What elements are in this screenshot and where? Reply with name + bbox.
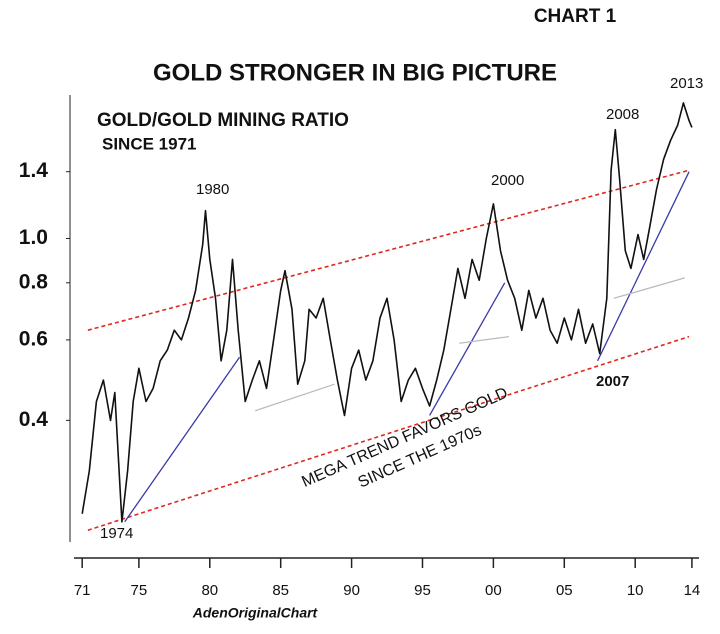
trend-line: [459, 335, 510, 344]
trend-line: [597, 171, 690, 362]
chart-header: CHART 1: [534, 6, 617, 27]
x-tick-label: 10: [627, 582, 644, 599]
chart-title: GOLD STRONGER IN BIG PICTURE: [153, 59, 557, 86]
trend-line: [613, 277, 685, 299]
chart-subtitle: GOLD/GOLD MINING RATIO: [97, 110, 349, 131]
x-tick-label: 14: [684, 582, 701, 599]
x-tick-label: 95: [414, 582, 431, 599]
x-tick-label: 00: [485, 582, 502, 599]
x-tick-label: 05: [556, 582, 573, 599]
trend-line: [254, 383, 335, 412]
annotation: 2000: [491, 172, 524, 189]
annotation: 2013: [670, 75, 703, 92]
x-tick-label: 85: [272, 582, 289, 599]
y-tick-label: 0.6: [19, 327, 48, 350]
chart-footer: AdenOriginalChart: [192, 605, 319, 621]
annotation: 1974: [100, 525, 133, 542]
x-tick-label: 71: [74, 582, 91, 599]
x-tick-label: 75: [131, 582, 148, 599]
annotation: 2008: [606, 106, 639, 123]
annotation: 2007: [596, 373, 629, 390]
y-tick-label: 0.4: [19, 408, 49, 431]
trend-line: [87, 335, 690, 532]
data-line: [81, 102, 693, 523]
trend-line: [429, 282, 506, 416]
trend-line: [87, 169, 690, 331]
x-tick-label: 90: [343, 582, 360, 599]
y-tick-label: 1.0: [19, 226, 48, 249]
y-tick-label: 0.8: [19, 270, 49, 293]
annotation: 1980: [196, 181, 229, 198]
trend-line: [124, 356, 241, 523]
x-tick-label: 80: [201, 582, 218, 599]
y-tick-label: 1.4: [19, 159, 49, 182]
chart-subtitle: SINCE 1971: [102, 134, 197, 153]
